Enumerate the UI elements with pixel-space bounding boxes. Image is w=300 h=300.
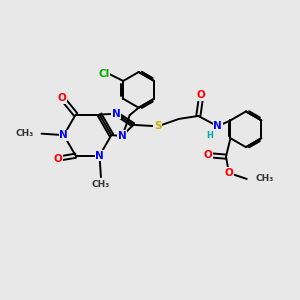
Text: N: N (112, 109, 121, 119)
Text: S: S (154, 121, 161, 131)
Text: N: N (118, 131, 127, 141)
Text: CH₃: CH₃ (92, 180, 110, 189)
Text: Cl: Cl (98, 68, 110, 79)
Text: N: N (213, 121, 222, 131)
Text: H: H (206, 131, 213, 140)
Text: O: O (58, 93, 67, 103)
Text: N: N (95, 151, 104, 161)
Text: O: O (225, 168, 233, 178)
Text: N: N (59, 130, 68, 140)
Text: CH₃: CH₃ (16, 129, 34, 138)
Text: O: O (197, 90, 206, 100)
Text: O: O (204, 150, 212, 160)
Text: O: O (53, 154, 62, 164)
Text: CH₃: CH₃ (256, 174, 274, 183)
